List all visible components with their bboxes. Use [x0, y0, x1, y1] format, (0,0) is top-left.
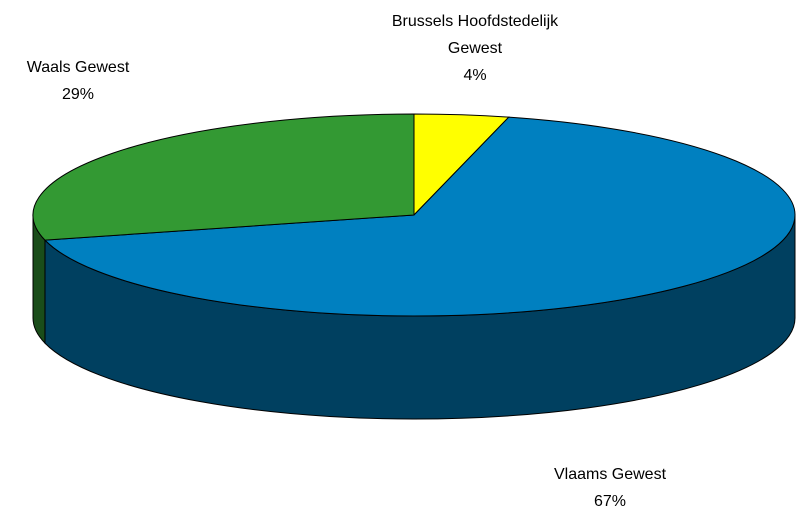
value-label: 4% — [463, 67, 487, 84]
category-label: Brussels Hoofdstedelijk Gewest — [391, 13, 559, 57]
data-label: Vlaams Gewest 67% — [490, 461, 730, 515]
data-label: Brussels Hoofdstedelijk Gewest 4% — [380, 8, 570, 89]
slice — [32, 113, 415, 241]
data-label: Waals Gewest 29% — [0, 54, 198, 108]
value-label: 67% — [593, 493, 627, 510]
category-label: Waals Gewest — [26, 59, 130, 76]
value-label: 29% — [61, 86, 95, 103]
slice — [43, 116, 796, 317]
category-label: Vlaams Gewest — [553, 466, 667, 483]
